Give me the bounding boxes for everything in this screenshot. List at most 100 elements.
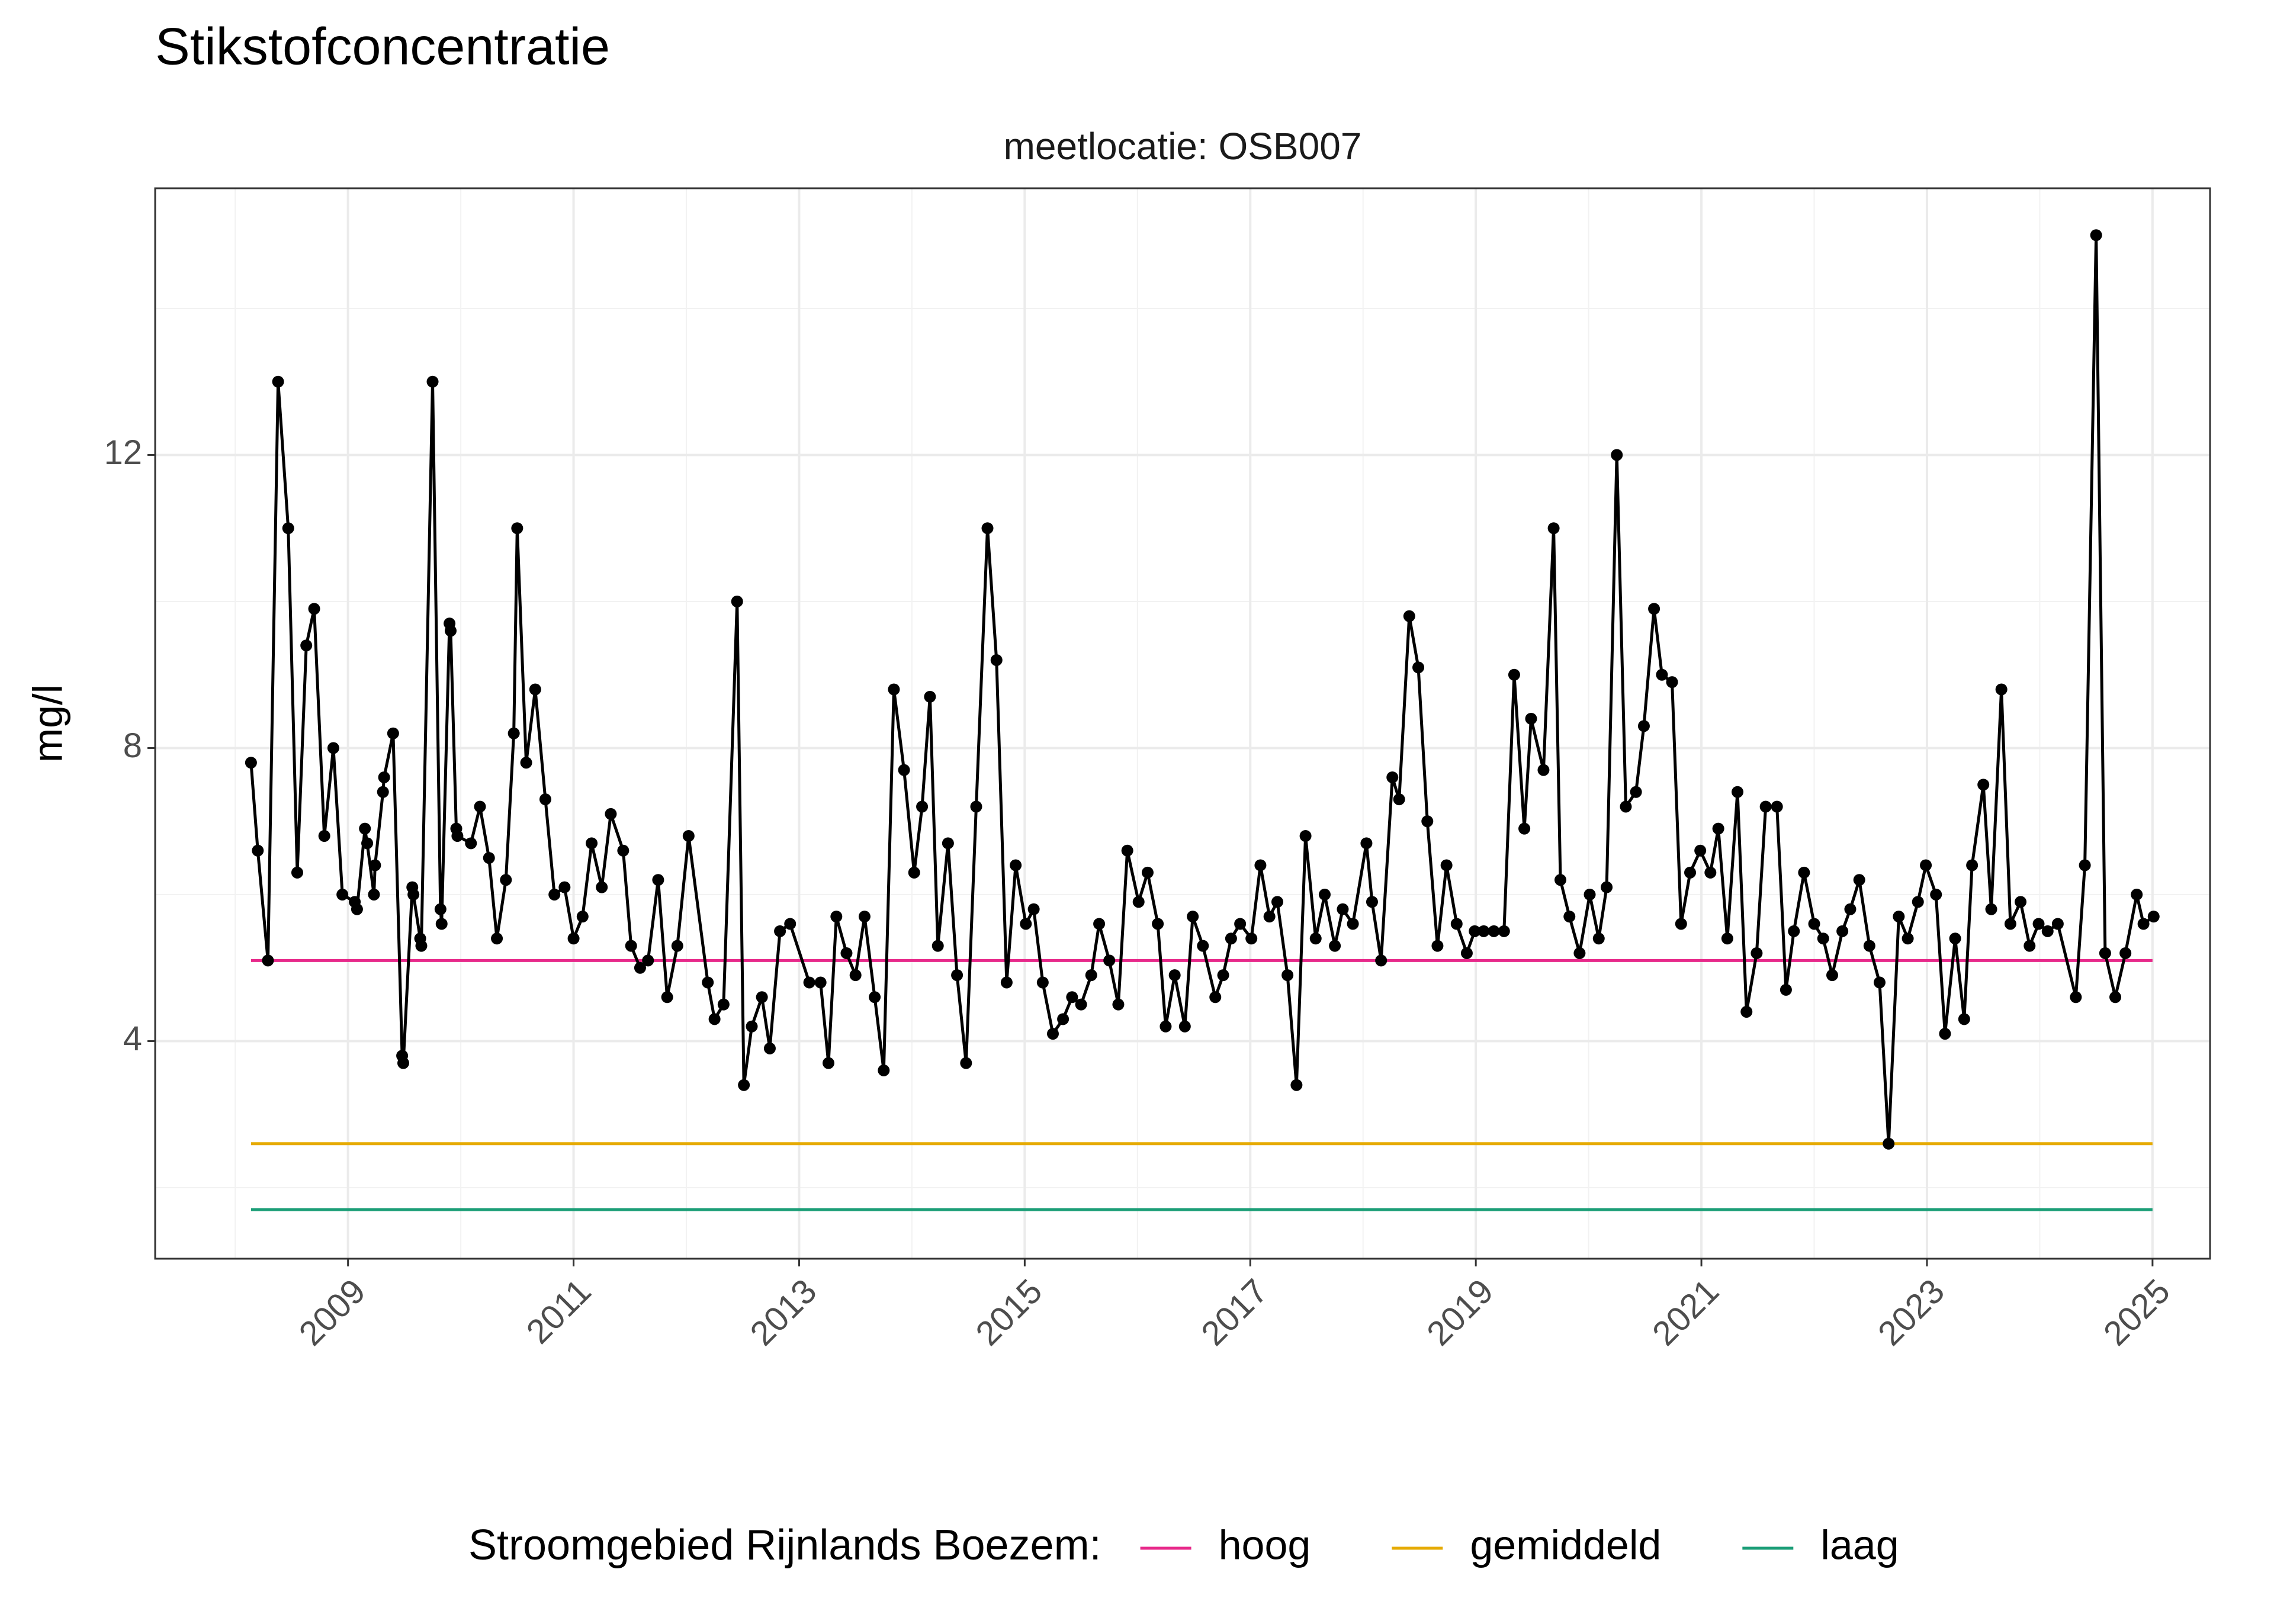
data-point xyxy=(1299,829,1312,842)
data-point xyxy=(652,874,664,886)
data-point xyxy=(702,976,714,989)
data-point xyxy=(2051,918,2064,930)
data-point xyxy=(539,793,551,806)
data-point xyxy=(1930,888,1942,901)
data-point xyxy=(1759,800,1772,813)
data-point xyxy=(1271,896,1283,908)
data-point xyxy=(1187,911,1199,923)
data-point xyxy=(2032,918,2045,930)
data-point xyxy=(814,976,827,989)
legend-label: hoog xyxy=(1219,1522,1311,1568)
data-point xyxy=(1309,932,1322,945)
data-point xyxy=(361,837,374,850)
data-point xyxy=(784,918,796,930)
data-point xyxy=(661,991,673,1004)
data-point xyxy=(916,800,929,813)
data-point xyxy=(1844,903,1857,915)
data-point xyxy=(483,852,495,864)
data-point xyxy=(951,969,963,982)
data-point xyxy=(336,888,349,901)
data-point xyxy=(1704,866,1717,879)
data-point xyxy=(1347,918,1359,930)
data-point xyxy=(990,654,1003,666)
data-point xyxy=(1863,940,1875,952)
data-point xyxy=(731,595,743,607)
data-point xyxy=(1721,932,1733,945)
data-point xyxy=(1592,932,1605,945)
data-point xyxy=(1431,940,1444,952)
y-tick-label: 4 xyxy=(123,1020,142,1058)
y-axis-label: mg/l xyxy=(24,684,70,763)
data-point xyxy=(1046,1028,1059,1040)
data-point xyxy=(511,522,523,535)
data-point xyxy=(1563,911,1576,923)
data-point xyxy=(1751,947,1763,959)
data-point xyxy=(1920,859,1932,872)
data-point xyxy=(2041,925,2054,937)
data-point xyxy=(1010,859,1022,872)
data-point xyxy=(1675,918,1687,930)
data-point xyxy=(252,844,264,857)
data-point xyxy=(262,954,274,967)
data-point xyxy=(1893,911,1905,923)
data-point xyxy=(1771,800,1783,813)
data-point xyxy=(1985,903,1997,915)
data-point xyxy=(245,757,257,769)
data-point xyxy=(1245,932,1258,945)
data-point xyxy=(1440,859,1453,872)
data-point xyxy=(1168,969,1181,982)
data-point xyxy=(451,829,464,842)
data-point xyxy=(1601,881,1613,893)
data-point xyxy=(387,727,399,739)
data-point xyxy=(625,940,637,952)
data-point xyxy=(2070,991,2082,1004)
data-point xyxy=(520,757,532,769)
data-point xyxy=(2147,911,2160,923)
data-point xyxy=(1798,866,1810,879)
data-point xyxy=(567,932,580,945)
data-point xyxy=(1995,683,2008,696)
chart-title: Stikstofconcentratie xyxy=(155,17,610,75)
data-point xyxy=(1421,815,1434,828)
data-point xyxy=(318,829,330,842)
data-point xyxy=(682,829,695,842)
data-point xyxy=(434,903,447,915)
data-point xyxy=(1075,998,1087,1011)
data-point xyxy=(368,888,380,901)
data-point xyxy=(1469,925,1481,937)
chart-subtitle: meetlocatie: OSB007 xyxy=(1004,125,1362,168)
data-point xyxy=(858,911,871,923)
data-point xyxy=(888,683,900,696)
data-point xyxy=(444,625,457,637)
data-point xyxy=(1648,603,1660,615)
data-point xyxy=(500,874,512,886)
data-point xyxy=(1836,925,1849,937)
data-point xyxy=(1817,932,1829,945)
data-point xyxy=(605,808,617,820)
legend-label: laag xyxy=(1820,1522,1899,1568)
data-point xyxy=(1403,610,1415,622)
data-point xyxy=(1826,969,1838,982)
panel-border xyxy=(154,187,2211,1260)
data-point xyxy=(1518,822,1531,835)
data-point xyxy=(1883,1137,1895,1150)
data-point xyxy=(1375,954,1387,967)
data-point xyxy=(803,976,815,989)
data-point xyxy=(1197,940,1209,952)
data-point xyxy=(291,866,303,879)
data-point xyxy=(1366,896,1378,908)
data-point xyxy=(970,800,982,813)
data-point xyxy=(898,764,910,776)
data-point xyxy=(932,940,944,952)
data-point xyxy=(1360,837,1373,850)
data-point xyxy=(746,1020,758,1033)
data-point xyxy=(869,991,881,1004)
data-point xyxy=(1318,888,1331,901)
data-point xyxy=(465,837,477,850)
data-point xyxy=(1547,522,1560,535)
data-point xyxy=(1112,998,1125,1011)
data-point xyxy=(1225,932,1237,945)
data-point xyxy=(474,800,486,813)
data-point xyxy=(1121,844,1133,857)
